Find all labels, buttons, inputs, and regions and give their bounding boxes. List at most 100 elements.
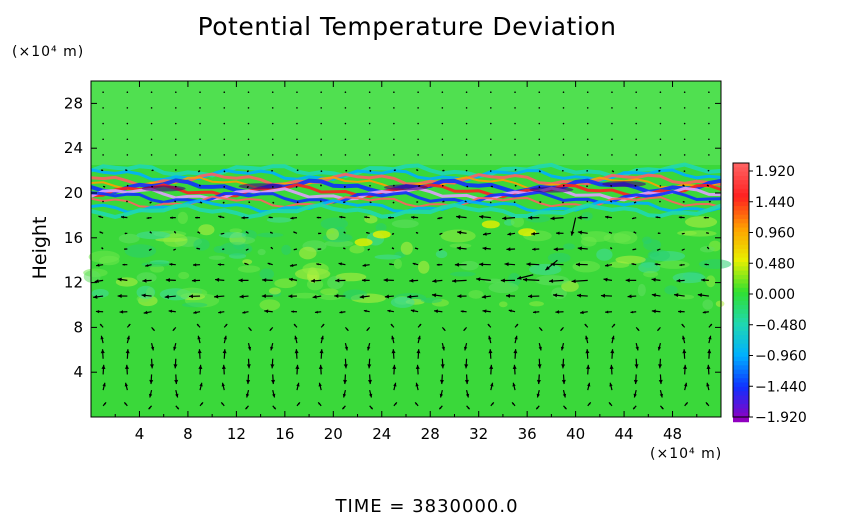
wind-arrow-head: [682, 349, 687, 354]
wind-arrow: [222, 201, 225, 204]
field-patch: [83, 270, 101, 283]
wind-arrow-dot: [586, 138, 589, 141]
wind-arrow: [317, 248, 322, 250]
wind-arrow-dot: [102, 138, 104, 141]
wind-arrow: [247, 138, 250, 141]
wind-arrow: [465, 122, 468, 125]
wind-arrow-head: [436, 263, 440, 266]
wind-arrow: [271, 374, 276, 385]
wind-arrow: [684, 402, 689, 407]
wind-arrow: [221, 364, 226, 375]
wind-arrow: [587, 402, 592, 407]
colorbar-swatch: [733, 214, 749, 220]
field-patch: [326, 228, 339, 241]
field-patch: [698, 259, 732, 270]
wind-arrow: [586, 170, 588, 172]
wind-arrow-head: [173, 346, 177, 351]
wind-arrow-head: [526, 262, 531, 267]
wind-arrow-head: [150, 346, 155, 351]
wind-arrow-head: [703, 216, 707, 219]
colorbar-swatch: [733, 240, 749, 246]
wind-arrow: [318, 232, 322, 235]
wind-arrow: [247, 122, 250, 125]
wind-arrow: [706, 364, 711, 375]
wind-arrow-head: [683, 364, 687, 369]
wind-arrow-head: [637, 328, 640, 331]
wind-arrow: [270, 358, 275, 369]
wind-arrow-head: [241, 216, 245, 220]
y-tick-label: 8: [73, 318, 83, 336]
wind-arrow: [344, 138, 347, 141]
wind-arrow: [149, 201, 152, 204]
wind-arrow: [465, 154, 468, 156]
wind-arrow-head: [679, 263, 682, 267]
wind-arrow-dot: [415, 231, 418, 234]
field-patch: [672, 272, 706, 284]
wind-arrow: [678, 216, 685, 219]
wind-arrow-dot: [514, 107, 516, 109]
wind-arrow-dot: [634, 184, 637, 187]
wind-arrow-head: [392, 364, 397, 369]
wind-arrow: [432, 279, 443, 283]
field-patch: [237, 265, 261, 273]
wind-arrow-dot: [199, 184, 201, 187]
wind-arrow: [681, 323, 686, 328]
wind-arrow-head: [456, 214, 461, 219]
wind-arrow: [604, 215, 613, 219]
wind-arrow-dot: [344, 154, 347, 156]
wind-arrow: [417, 335, 421, 344]
wind-arrow: [611, 335, 615, 344]
wind-arrow-dot: [247, 122, 250, 125]
wind-arrow: [627, 294, 637, 299]
field-patch: [299, 246, 317, 260]
chart-title: Potential Temperature Deviation: [197, 12, 617, 41]
wind-arrow: [271, 107, 274, 109]
field-patch: [118, 233, 140, 244]
wind-arrow-head: [476, 277, 481, 282]
wind-arrow-dot: [441, 91, 444, 93]
wind-arrow: [335, 278, 346, 283]
wind-arrow: [635, 138, 637, 141]
wind-arrow-dot: [657, 232, 660, 234]
wind-arrow: [192, 263, 201, 267]
wind-arrow-dot: [610, 200, 612, 203]
wind-arrow-dot: [101, 169, 103, 172]
wind-arrow: [659, 122, 662, 125]
wind-arrow-dot: [611, 107, 613, 109]
x-tick-label: 24: [372, 425, 391, 443]
wind-arrow-head: [339, 310, 343, 314]
wind-arrow-head: [143, 310, 148, 315]
wind-arrow-dot: [368, 154, 371, 156]
wind-arrow-head: [141, 293, 146, 298]
wind-arrow-dot: [562, 184, 565, 187]
wind-arrow-head: [193, 263, 197, 267]
wind-arrow-dot: [393, 184, 395, 187]
wind-arrow-dot: [708, 91, 710, 93]
colorbar-label: 0.960: [755, 226, 795, 242]
wind-arrow: [441, 107, 444, 109]
wind-arrow-dot: [269, 231, 272, 234]
wind-arrow-head: [343, 379, 348, 385]
wind-arrow-head: [364, 216, 367, 219]
wind-arrow-dot: [272, 201, 275, 204]
wind-arrow-head: [415, 364, 420, 369]
wind-arrow-head: [681, 249, 684, 251]
wind-arrow-head: [261, 294, 266, 299]
wind-arrow: [393, 382, 397, 391]
wind-arrow: [488, 335, 492, 344]
wind-arrow: [122, 263, 128, 266]
wind-arrow: [345, 169, 348, 172]
wind-arrow-dot: [248, 201, 251, 204]
wind-arrow: [441, 184, 444, 187]
wind-arrow-head: [310, 278, 316, 283]
wind-arrow: [393, 122, 395, 125]
wind-arrow: [293, 323, 298, 328]
wind-arrow-head: [709, 324, 712, 327]
wind-arrow-head: [657, 248, 659, 251]
colorbar-swatch: [733, 339, 749, 345]
heatmap-field: [83, 81, 732, 417]
wind-arrow: [126, 138, 129, 141]
wind-arrow-head: [576, 293, 582, 298]
wind-arrow-dot: [538, 186, 541, 188]
colorbar-swatch: [733, 330, 749, 337]
